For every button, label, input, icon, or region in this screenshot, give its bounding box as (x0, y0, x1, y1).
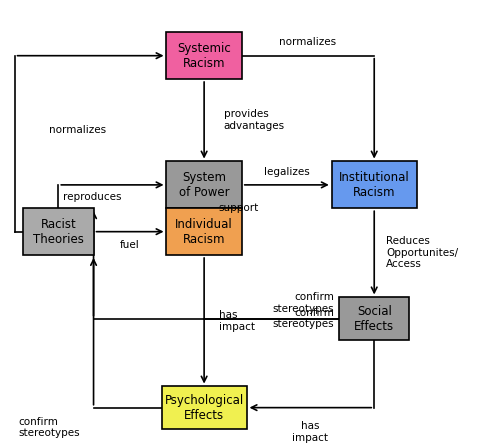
Text: has
impact: has impact (219, 310, 255, 331)
Text: provides
advantages: provides advantages (224, 109, 285, 131)
Text: support: support (219, 203, 259, 213)
FancyBboxPatch shape (166, 32, 242, 79)
FancyBboxPatch shape (166, 208, 242, 255)
Text: Reduces
Opportunites/
Access: Reduces Opportunites/ Access (386, 236, 458, 269)
Text: confirm
stereotypes: confirm stereotypes (18, 417, 80, 438)
Text: reproduces: reproduces (63, 192, 122, 202)
FancyBboxPatch shape (166, 161, 242, 208)
Text: Social
Effects: Social Effects (354, 305, 394, 333)
Text: normalizes: normalizes (279, 37, 337, 47)
FancyBboxPatch shape (339, 297, 409, 340)
Text: confirm
stereotypes: confirm stereotypes (273, 308, 334, 329)
Text: Individual
Racism: Individual Racism (175, 218, 233, 246)
Text: Racist
Theories: Racist Theories (33, 218, 84, 246)
FancyBboxPatch shape (23, 208, 93, 255)
FancyBboxPatch shape (331, 161, 417, 208)
Text: Institutional
Racism: Institutional Racism (339, 171, 410, 199)
Text: legalizes: legalizes (264, 166, 310, 177)
Text: Systemic
Racism: Systemic Racism (177, 41, 231, 70)
Text: System
of Power: System of Power (179, 171, 229, 199)
Text: confirm
stereotypes: confirm stereotypes (273, 293, 334, 314)
FancyBboxPatch shape (161, 387, 247, 429)
Text: fuel: fuel (120, 240, 140, 250)
Text: has
impact: has impact (293, 421, 329, 443)
Text: Psychological
Effects: Psychological Effects (164, 394, 244, 421)
Text: normalizes: normalizes (49, 125, 106, 135)
